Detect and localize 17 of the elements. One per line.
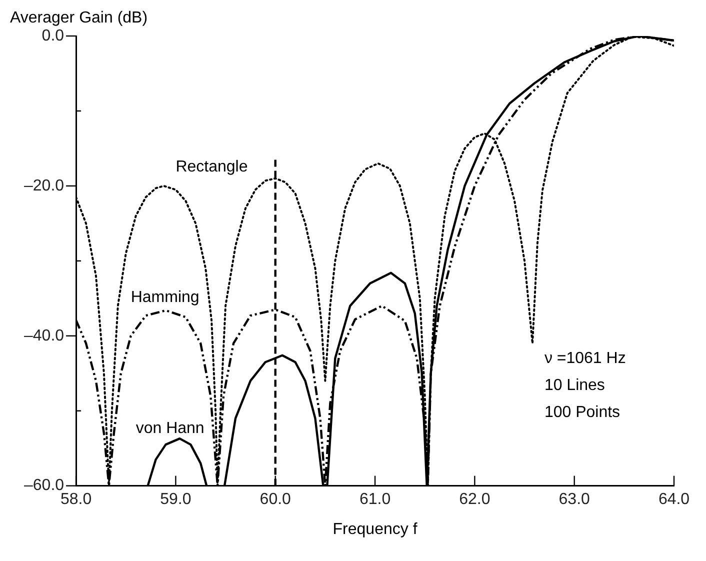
annotation: 10 Lines xyxy=(544,376,605,394)
y-axis-title: Averager Gain (dB) xyxy=(10,9,148,26)
series-label: von Hann xyxy=(136,420,204,438)
x-tick-label: 62.0 xyxy=(459,490,490,508)
x-tick-label: 59.0 xyxy=(160,490,192,508)
x-tick-label: 64.0 xyxy=(658,490,690,508)
x-tick-label: 63.0 xyxy=(558,490,590,508)
x-axis-title: Frequency f xyxy=(332,521,418,538)
y-tick-label: –40.0 xyxy=(24,327,64,344)
y-tick-label: 0.0 xyxy=(42,27,64,44)
annotation: 100 Points xyxy=(544,404,620,421)
x-tick-label: 60.0 xyxy=(260,490,292,508)
series-label: Hamming xyxy=(130,289,200,306)
x-tick-label: 61.0 xyxy=(359,490,391,508)
series-label: Rectangle xyxy=(176,158,248,176)
annotation: ν =1061 Hz xyxy=(544,350,626,367)
y-tick-label: –20.0 xyxy=(24,177,64,194)
